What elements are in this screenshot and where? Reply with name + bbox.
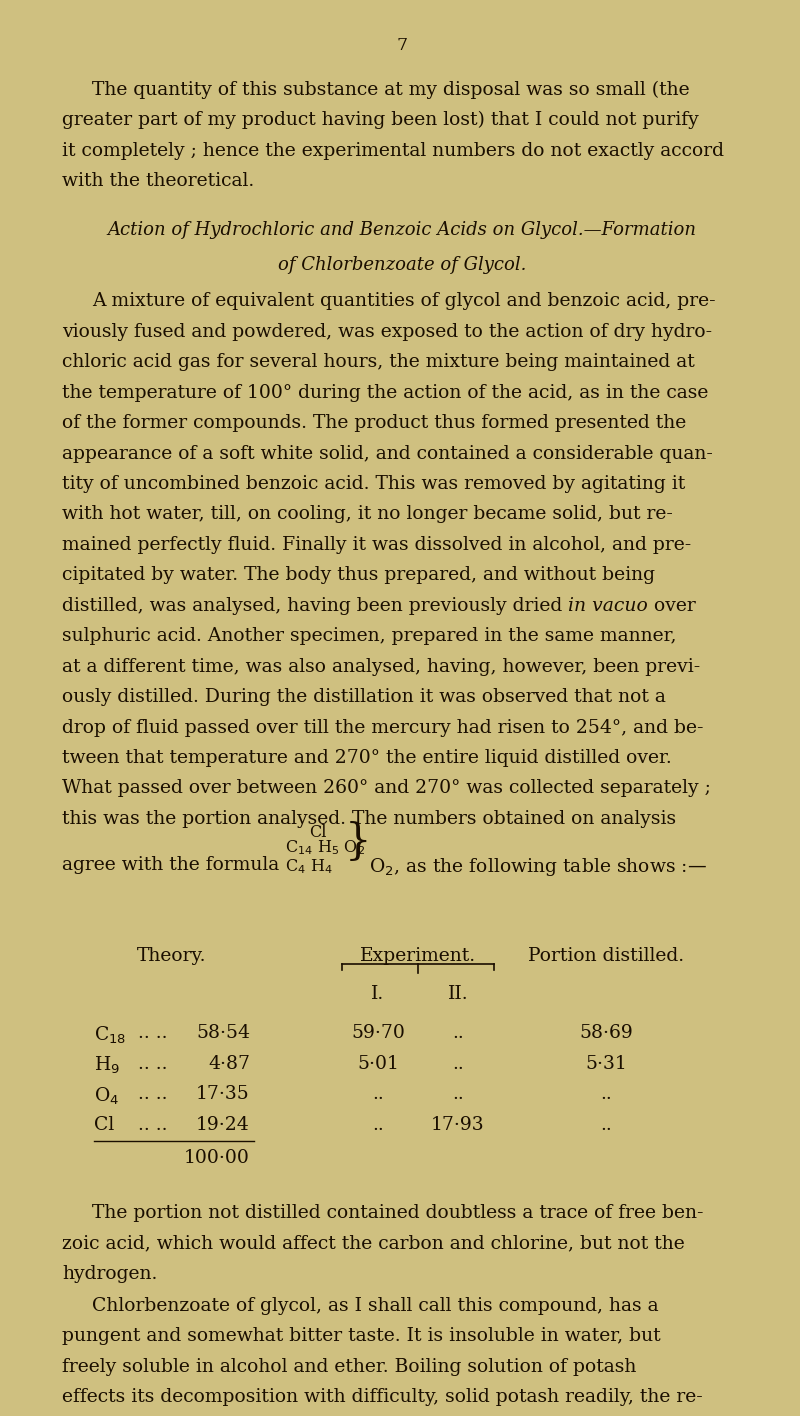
Text: ..: .. xyxy=(600,1116,612,1134)
Text: C$_{18}$: C$_{18}$ xyxy=(94,1024,126,1046)
Text: I.: I. xyxy=(371,986,385,1003)
Text: cipitated by water. The body thus prepared, and without being: cipitated by water. The body thus prepar… xyxy=(62,566,655,585)
Text: ..: .. xyxy=(372,1116,384,1134)
Text: 7: 7 xyxy=(397,37,407,54)
Text: .. ..: .. .. xyxy=(138,1024,167,1042)
Text: agree with the formula: agree with the formula xyxy=(62,855,279,874)
Text: The quantity of this substance at my disposal was so small (the: The quantity of this substance at my dis… xyxy=(92,81,690,99)
Text: Cl: Cl xyxy=(94,1116,114,1134)
Text: O$_2$, as the following table shows :—: O$_2$, as the following table shows :— xyxy=(370,855,707,878)
Text: ..: .. xyxy=(600,1085,612,1103)
Text: The portion not distilled contained doubtless a trace of free ben-: The portion not distilled contained doub… xyxy=(92,1204,704,1222)
Text: sulphuric acid. Another specimen, prepared in the same manner,: sulphuric acid. Another specimen, prepar… xyxy=(62,627,677,646)
Text: hydrogen.: hydrogen. xyxy=(62,1264,158,1283)
Text: zoic acid, which would affect the carbon and chlorine, but not the: zoic acid, which would affect the carbon… xyxy=(62,1235,685,1253)
Text: at a different time, was also analysed, having, however, been previ-: at a different time, was also analysed, … xyxy=(62,657,700,675)
Text: over: over xyxy=(648,596,696,615)
Text: drop of fluid passed over till the mercury had risen to 254°, and be-: drop of fluid passed over till the mercu… xyxy=(62,718,703,736)
Text: 58·69: 58·69 xyxy=(579,1024,633,1042)
Text: the temperature of 100° during the action of the acid, as in the case: the temperature of 100° during the actio… xyxy=(62,384,708,402)
Text: .. ..: .. .. xyxy=(138,1116,167,1134)
Text: chloric acid gas for several hours, the mixture being maintained at: chloric acid gas for several hours, the … xyxy=(62,353,694,371)
Text: it completely ; hence the experimental numbers do not exactly accord: it completely ; hence the experimental n… xyxy=(62,142,724,160)
Text: C$_{14}$ H$_5$ O$_2$: C$_{14}$ H$_5$ O$_2$ xyxy=(286,838,366,858)
Text: 100·00: 100·00 xyxy=(184,1150,250,1167)
Text: Cl: Cl xyxy=(310,824,326,841)
Text: .. ..: .. .. xyxy=(138,1085,167,1103)
Text: tity of uncombined benzoic acid. This was removed by agitating it: tity of uncombined benzoic acid. This wa… xyxy=(62,474,686,493)
Text: 17·35: 17·35 xyxy=(196,1085,250,1103)
Text: Experiment.: Experiment. xyxy=(360,947,476,964)
Text: 59·70: 59·70 xyxy=(351,1024,405,1042)
Text: in vacuo: in vacuo xyxy=(568,596,648,615)
Text: 58·54: 58·54 xyxy=(196,1024,250,1042)
Text: ..: .. xyxy=(452,1055,464,1073)
Text: }: } xyxy=(346,821,372,862)
Text: of Chlorbenzoate of Glycol.: of Chlorbenzoate of Glycol. xyxy=(278,256,526,273)
Text: 5·31: 5·31 xyxy=(585,1055,627,1073)
Text: mained perfectly fluid. Finally it was dissolved in alcohol, and pre-: mained perfectly fluid. Finally it was d… xyxy=(62,535,691,554)
Text: 17·93: 17·93 xyxy=(431,1116,485,1134)
Text: viously fused and powdered, was exposed to the action of dry hydro-: viously fused and powdered, was exposed … xyxy=(62,323,712,341)
Text: ..: .. xyxy=(452,1024,464,1042)
Text: H$_9$: H$_9$ xyxy=(94,1055,120,1076)
Text: with hot water, till, on cooling, it no longer became solid, but re-: with hot water, till, on cooling, it no … xyxy=(62,506,673,524)
Text: greater part of my product having been lost) that I could not purify: greater part of my product having been l… xyxy=(62,112,698,129)
Text: tween that temperature and 270° the entire liquid distilled over.: tween that temperature and 270° the enti… xyxy=(62,749,672,767)
Text: ously distilled. During the distillation it was observed that not a: ously distilled. During the distillation… xyxy=(62,688,666,707)
Text: Portion distilled.: Portion distilled. xyxy=(528,947,684,964)
Text: .. ..: .. .. xyxy=(138,1055,167,1073)
Text: ..: .. xyxy=(452,1085,464,1103)
Text: Theory.: Theory. xyxy=(138,947,206,964)
Text: II.: II. xyxy=(448,986,468,1003)
Text: O$_4$: O$_4$ xyxy=(94,1085,119,1107)
Text: this was the portion analysed. The numbers obtained on analysis: this was the portion analysed. The numbe… xyxy=(62,810,676,828)
Text: C$_4$ H$_4$: C$_4$ H$_4$ xyxy=(286,857,333,875)
Text: pungent and somewhat bitter taste. It is insoluble in water, but: pungent and somewhat bitter taste. It is… xyxy=(62,1327,661,1345)
Text: with the theoretical.: with the theoretical. xyxy=(62,171,254,190)
Text: of the former compounds. The product thus formed presented the: of the former compounds. The product thu… xyxy=(62,413,686,432)
Text: 4·87: 4·87 xyxy=(208,1055,250,1073)
Text: A mixture of equivalent quantities of glycol and benzoic acid, pre-: A mixture of equivalent quantities of gl… xyxy=(92,292,716,310)
Text: Chlorbenzoate of glycol, as I shall call this compound, has a: Chlorbenzoate of glycol, as I shall call… xyxy=(92,1297,659,1315)
Text: freely soluble in alcohol and ether. Boiling solution of potash: freely soluble in alcohol and ether. Boi… xyxy=(62,1358,636,1376)
Text: ..: .. xyxy=(372,1085,384,1103)
Text: 5·01: 5·01 xyxy=(357,1055,399,1073)
Text: Action of Hydrochloric and Benzoic Acids on Glycol.—Formation: Action of Hydrochloric and Benzoic Acids… xyxy=(107,221,697,239)
Text: What passed over between 260° and 270° was collected separately ;: What passed over between 260° and 270° w… xyxy=(62,779,711,797)
Text: appearance of a soft white solid, and contained a considerable quan-: appearance of a soft white solid, and co… xyxy=(62,445,713,463)
Text: distilled, was analysed, having been previously dried: distilled, was analysed, having been pre… xyxy=(62,596,568,615)
Text: 19·24: 19·24 xyxy=(196,1116,250,1134)
Text: effects its decomposition with difficulty, solid potash readily, the re-: effects its decomposition with difficult… xyxy=(62,1388,702,1406)
